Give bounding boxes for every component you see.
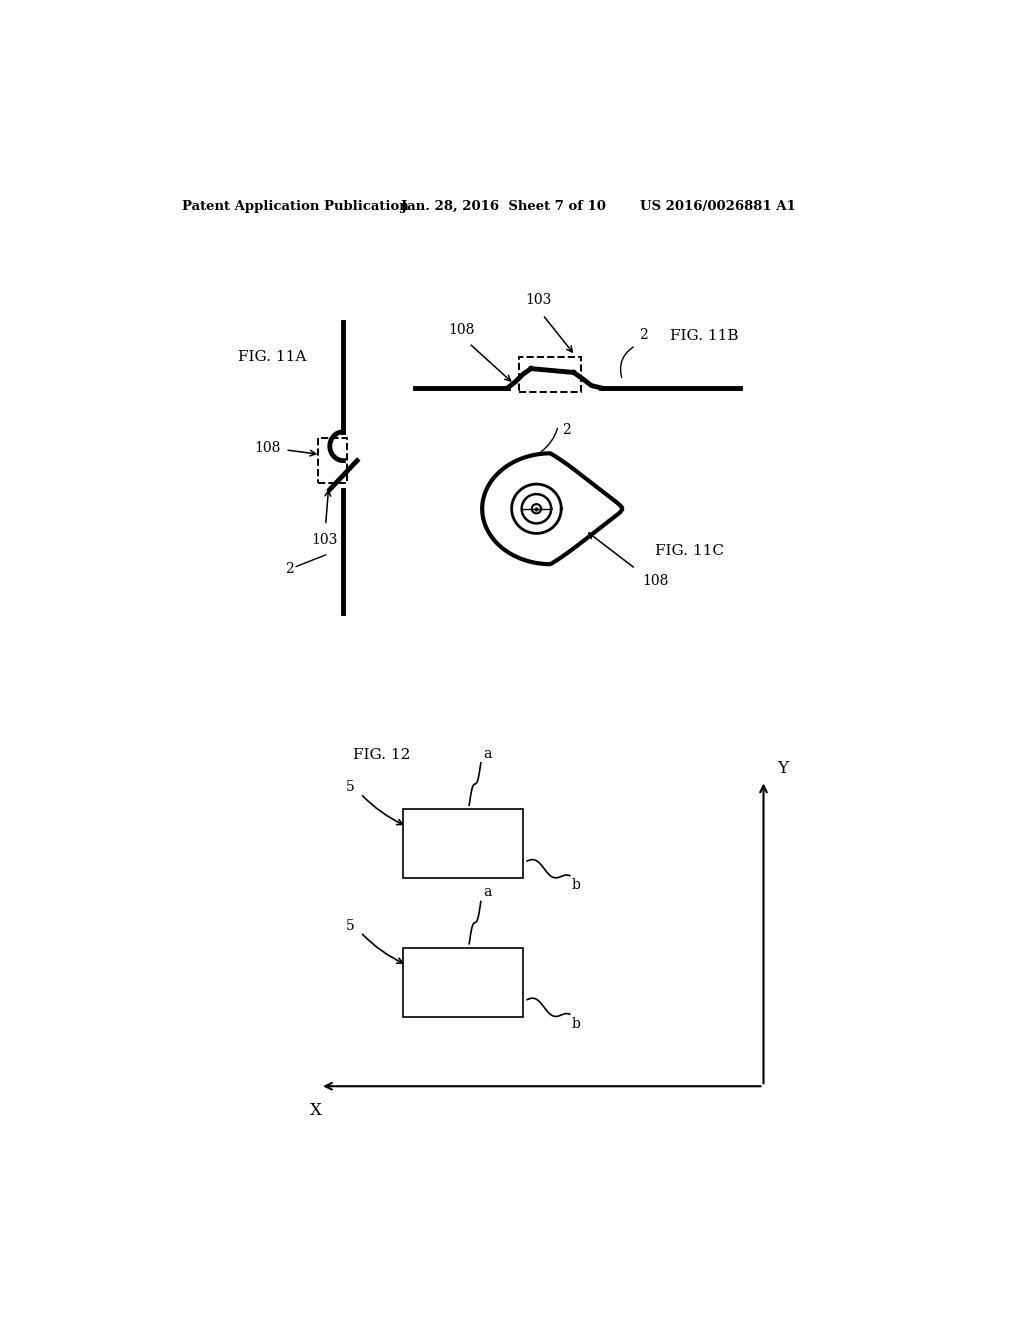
Text: 103: 103 (311, 533, 337, 546)
Text: Jan. 28, 2016  Sheet 7 of 10: Jan. 28, 2016 Sheet 7 of 10 (400, 199, 605, 213)
Bar (403, 948, 523, 1016)
Text: 108: 108 (642, 574, 669, 589)
Text: 103: 103 (525, 293, 552, 308)
Text: 2: 2 (640, 327, 648, 342)
Text: 5: 5 (345, 919, 354, 933)
Text: Patent Application Publication: Patent Application Publication (182, 199, 409, 213)
Text: 2: 2 (562, 422, 570, 437)
Text: US 2016/0026881 A1: US 2016/0026881 A1 (640, 199, 796, 213)
Text: FIG. 11A: FIG. 11A (238, 350, 306, 364)
Text: FIG. 11C: FIG. 11C (655, 544, 724, 558)
Text: 108: 108 (254, 441, 281, 455)
Text: a: a (483, 747, 492, 760)
Text: FIG. 11B: FIG. 11B (671, 329, 739, 342)
Bar (317, 438, 347, 483)
Text: b: b (572, 1016, 581, 1031)
Text: X: X (310, 1102, 323, 1118)
Bar (403, 809, 523, 878)
Text: 108: 108 (449, 323, 474, 337)
Text: 2: 2 (285, 562, 294, 576)
Text: a: a (483, 886, 492, 899)
Text: Y: Y (777, 760, 788, 776)
Text: FIG. 12: FIG. 12 (352, 748, 411, 762)
Text: 5: 5 (345, 780, 354, 795)
Text: b: b (572, 878, 581, 892)
Bar (519, 358, 582, 392)
